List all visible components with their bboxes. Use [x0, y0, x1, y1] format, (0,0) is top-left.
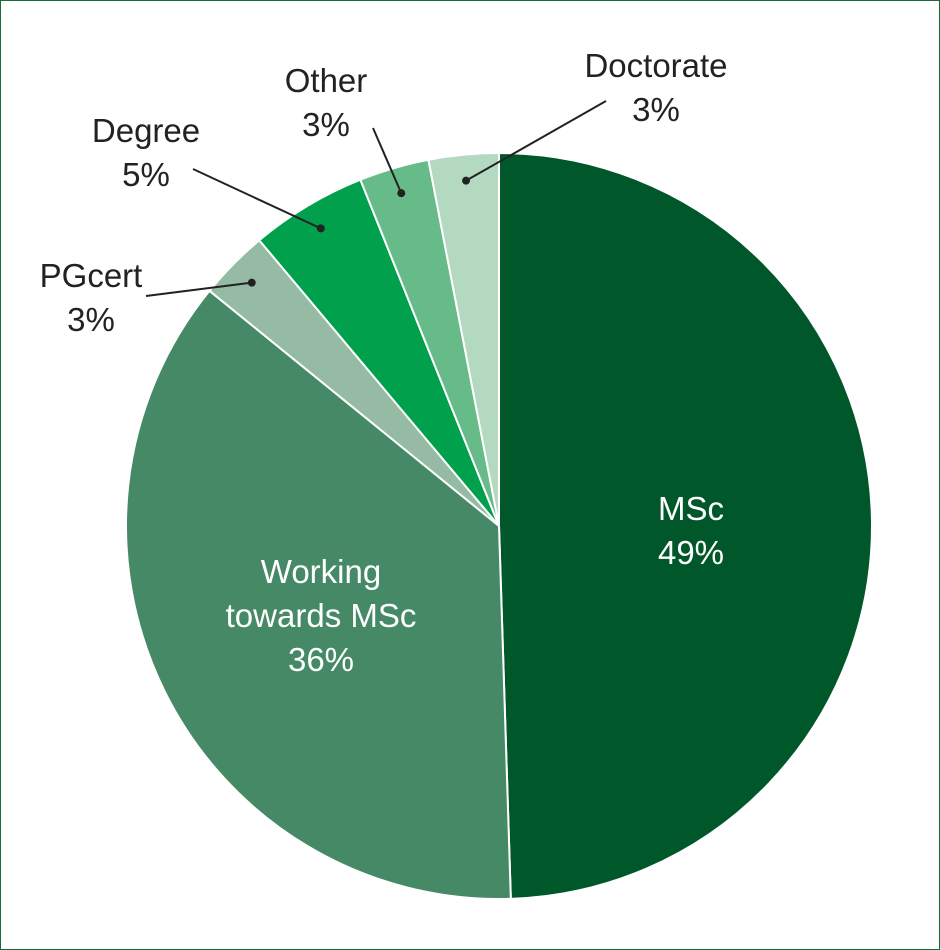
value-label: 5%	[122, 156, 170, 193]
value-label: 3%	[67, 301, 115, 338]
leader-dot	[316, 224, 325, 233]
leader-line	[465, 100, 607, 182]
category-label: Degree	[91, 112, 201, 149]
leader-line	[372, 127, 403, 194]
slice-label: Working towards MSc 36%	[206, 550, 436, 682]
slice-label: PGcert 3%	[40, 254, 143, 342]
category-label: Other	[284, 62, 368, 99]
category-label: PGcert	[39, 257, 143, 294]
value-label: 36%	[287, 641, 355, 678]
value-label: 49%	[657, 534, 725, 571]
leader-dot	[247, 278, 256, 287]
category-label: Working towards MSc	[225, 553, 417, 634]
leader-dot	[397, 189, 406, 198]
slice-label: MSc 49%	[658, 487, 724, 575]
category-label: MSc	[658, 490, 724, 527]
value-label: 3%	[302, 106, 350, 143]
slice-label: Degree 5%	[92, 109, 200, 197]
pie-slice	[125, 289, 512, 900]
leader-dot	[462, 176, 471, 185]
pie-slice	[498, 151, 873, 900]
slice-label: Other 3%	[285, 59, 368, 147]
leader-line	[145, 281, 252, 297]
pie-slice	[427, 151, 500, 527]
value-label: 3%	[632, 91, 680, 128]
slice-label: Doctorate 3%	[584, 44, 727, 132]
leader-line	[192, 168, 322, 230]
category-label: Doctorate	[584, 47, 728, 84]
